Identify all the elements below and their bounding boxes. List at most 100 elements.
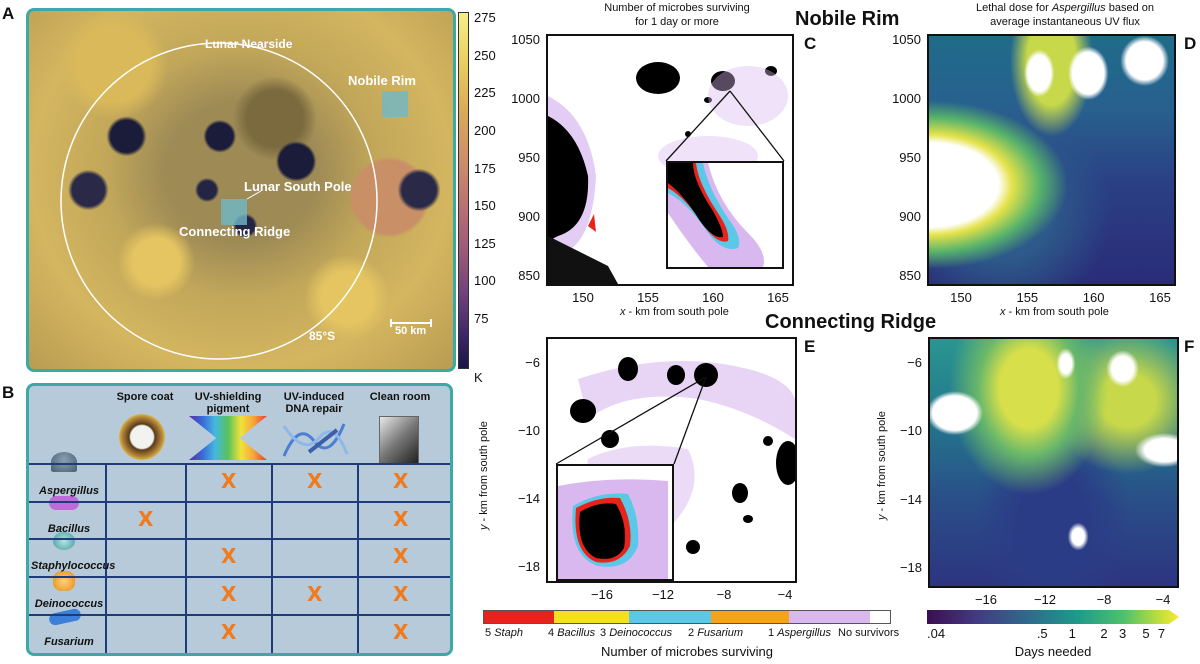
lunar-map: Lunar Nearside Nobile Rim Lunar South Po… bbox=[26, 8, 456, 372]
panel-d-x-tick: 155 bbox=[1016, 290, 1039, 305]
row-label-staphylococcus: Staphylococcus bbox=[31, 560, 116, 572]
panel-c-title-line1: Number of microbes surviving bbox=[604, 2, 750, 14]
colorbar-tick: 150 bbox=[474, 198, 496, 214]
label-connecting-ridge: Connecting Ridge bbox=[179, 224, 291, 239]
col-header-uv-pigment: UV-shielding pigment bbox=[194, 391, 262, 415]
panel-c-y-tick: 1050 bbox=[511, 32, 540, 47]
legend-e-item: 5 Staph bbox=[485, 627, 523, 639]
col-header-spore-coat: Spore coat bbox=[116, 391, 174, 403]
temperature-colorbar bbox=[458, 12, 469, 369]
legend-e-colorbar bbox=[483, 610, 891, 624]
panel-c-map bbox=[546, 34, 794, 286]
panel-label-a: A bbox=[2, 4, 15, 23]
legend-f-tick: 3 bbox=[1118, 626, 1127, 641]
row-label-deinococcus: Deinococcus bbox=[34, 598, 104, 610]
microbe-table: Spore coat UV-shielding pigment UV-induc… bbox=[26, 383, 453, 656]
row-label-fusarium: Fusarium bbox=[44, 636, 94, 648]
legend-f-tick: 1 bbox=[1068, 626, 1076, 641]
legend-e-item: 3 Deinococcus bbox=[600, 627, 673, 639]
panel-f-x-tick: −4 bbox=[1155, 592, 1171, 607]
label-latitude: 85°S bbox=[309, 329, 336, 343]
panel-c-x-label: x - km from south pole bbox=[620, 306, 729, 318]
panel-e-y-tick: −6 bbox=[525, 355, 540, 370]
legend-f-tick: 2 bbox=[1100, 626, 1108, 641]
deinococcus-icon bbox=[53, 571, 75, 591]
legend-f-tick: 7 bbox=[1157, 626, 1166, 641]
map-overlay bbox=[60, 42, 432, 360]
panel-f-x-tick: −12 bbox=[1033, 592, 1057, 607]
panel-c-title-line2: for 1 day or more bbox=[635, 16, 719, 28]
panel-f-map bbox=[928, 337, 1179, 588]
colorbar-tick: 225 bbox=[474, 85, 496, 101]
colorbar-tick: 275 bbox=[474, 10, 496, 25]
panel-label-b: B bbox=[2, 383, 15, 402]
panel-c-inset bbox=[666, 161, 784, 269]
colorbar-unit: K bbox=[474, 370, 483, 385]
table-mark: X bbox=[393, 544, 409, 568]
panel-e-map bbox=[546, 337, 797, 583]
panel-e-y-label: y - km from south pole bbox=[478, 421, 490, 530]
dna-repair-icon bbox=[279, 416, 349, 462]
table-mark: X bbox=[221, 582, 237, 606]
row-label-bacillus: Bacillus bbox=[47, 523, 91, 535]
legend-e-swatch bbox=[629, 611, 711, 623]
col-header-clean-room: Clean room bbox=[369, 391, 431, 403]
table-mark: X bbox=[221, 620, 237, 644]
panel-f-y-tick: −6 bbox=[907, 355, 922, 370]
section-title-connecting-ridge: Connecting Ridge bbox=[765, 311, 937, 333]
legend-e-swatch bbox=[710, 611, 789, 623]
panel-c-x-tick: 160 bbox=[702, 290, 724, 305]
panel-d-x-tick: 165 bbox=[1149, 290, 1171, 305]
row-label-aspergillus: Aspergillus bbox=[39, 485, 99, 497]
colorbar-tick: 200 bbox=[474, 122, 496, 138]
colorbar-tick: 100 bbox=[474, 273, 496, 289]
panel-d-map bbox=[927, 34, 1176, 286]
legend-e-swatch bbox=[553, 611, 630, 623]
label-lunar-nearside: Lunar Nearside bbox=[205, 37, 293, 51]
panel-d-title-line1: Lethal dose for Aspergillus based on bbox=[976, 2, 1154, 14]
panel-d-y-tick: 950 bbox=[899, 150, 921, 165]
spore-coat-icon bbox=[119, 414, 165, 460]
clean-room-photo bbox=[379, 416, 419, 464]
table-mark: X bbox=[221, 544, 237, 568]
table-mark: X bbox=[138, 507, 154, 531]
panel-e-y-tick: −14 bbox=[517, 491, 540, 506]
panel-c-y-tick: 900 bbox=[518, 209, 540, 224]
panel-c-x-tick: 165 bbox=[767, 290, 789, 305]
panel-d-x-label: x - km from south pole bbox=[1000, 306, 1109, 318]
legend-e-swatch bbox=[870, 611, 890, 623]
panel-label-d: D bbox=[1184, 34, 1197, 53]
table-mark: X bbox=[393, 620, 409, 644]
panel-f-y-tick: −10 bbox=[899, 423, 922, 439]
legend-f-tick: 5 bbox=[1142, 626, 1150, 641]
panel-f-x-tick: −8 bbox=[1096, 592, 1112, 607]
legend-e-swatch bbox=[788, 611, 871, 623]
panel-c-x-tick: 150 bbox=[572, 290, 594, 305]
legend-f-tick: .5 bbox=[1036, 626, 1048, 641]
staphylococcus-icon bbox=[53, 532, 75, 550]
label-lunar-south-pole: Lunar South Pole bbox=[244, 179, 352, 194]
colorbar-tick: 175 bbox=[474, 160, 496, 176]
table-mark: X bbox=[307, 469, 323, 493]
panel-d-y-tick: 1050 bbox=[892, 32, 921, 47]
panel-e-y-tick: −18 bbox=[517, 559, 540, 574]
legend-f-caption: Days needed bbox=[1014, 644, 1092, 659]
panel-e-inset bbox=[556, 464, 674, 581]
panel-c-y-tick: 1000 bbox=[511, 91, 540, 106]
col-header-dna-repair: UV-induced DNA repair bbox=[283, 391, 345, 415]
panel-d-y-tick: 850 bbox=[899, 268, 921, 283]
section-title-nobile-rim: Nobile Rim bbox=[795, 8, 900, 30]
bacillus-icon bbox=[49, 496, 79, 510]
panel-label-f: F bbox=[1184, 337, 1195, 356]
table-mark: X bbox=[221, 469, 237, 493]
panel-d-title-line2: average instantaneous UV flux bbox=[990, 16, 1140, 28]
panel-label-e: E bbox=[804, 337, 816, 356]
legend-e-item: 2 Fusarium bbox=[688, 627, 744, 639]
panel-e-zoom-lines bbox=[555, 376, 707, 465]
legend-e-caption: Number of microbes surviving bbox=[601, 644, 773, 659]
scale-bar-label: 50 km bbox=[395, 325, 427, 337]
panel-f-y-tick: −18 bbox=[899, 560, 922, 575]
panel-f-y-tick: −14 bbox=[899, 491, 922, 507]
legend-e-item: No survivors bbox=[838, 627, 900, 639]
panel-e-x-tick: −16 bbox=[590, 587, 614, 602]
